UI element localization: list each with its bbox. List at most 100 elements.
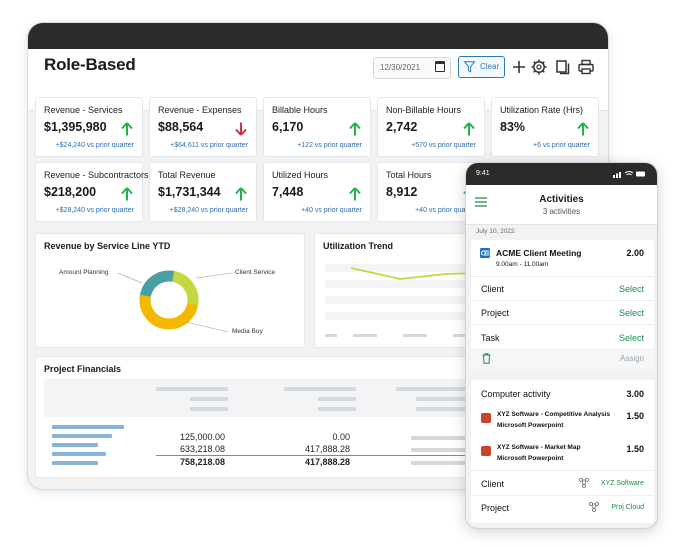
- meeting-title: ACME Client Meeting: [496, 248, 582, 258]
- project-value-link[interactable]: Proj Cloud: [611, 504, 644, 511]
- computer-activity-label: Computer activity: [481, 389, 551, 399]
- task-select-link[interactable]: Select: [618, 333, 644, 343]
- trend-up-arrow-icon: [463, 122, 475, 136]
- signal-battery-icon: [613, 171, 645, 178]
- kpi-label: Utilization Rate (Hrs): [500, 105, 584, 115]
- computer-activity-card[interactable]: Computer activity 3.00 XYZ Software - Co…: [471, 380, 654, 523]
- table-header-band: [44, 379, 479, 417]
- kpi-label: Utilized Hours: [272, 170, 329, 180]
- kpi-delta: +122 vs prior quarter: [297, 142, 362, 149]
- print-icon[interactable]: [577, 58, 595, 76]
- table-cell: 0.00: [332, 432, 350, 442]
- kpi-label: Revenue - Services: [44, 105, 123, 115]
- activities-date: July 10, 2022: [476, 228, 515, 235]
- panel-title: Revenue by Service Line YTD: [44, 241, 171, 251]
- date-input[interactable]: 12/30/2021: [373, 57, 451, 79]
- task-field-label: Task: [481, 333, 500, 343]
- kpi-value: $218,200: [44, 185, 97, 199]
- kpi-delta: +$28,240 vs prior quarter: [55, 207, 134, 214]
- activity-item-app: Microsoft Powerpoint: [497, 422, 564, 429]
- kpi-delta: +$28,240 vs prior quarter: [169, 207, 248, 214]
- kpi-value: 8,912: [386, 185, 418, 199]
- activity-item-hours: 1.50: [626, 411, 644, 421]
- kpi-value: $1,731,344: [158, 185, 221, 199]
- utilization-trend-panel[interactable]: Utilization Trend: [314, 233, 484, 348]
- hamburger-menu-icon[interactable]: [475, 197, 487, 207]
- trend-up-arrow-icon: [349, 122, 361, 136]
- kpi-delta: +$24,240 vs prior quarter: [55, 142, 134, 149]
- meeting-activity-card[interactable]: ACME Client Meeting 9.00am - 11.00am 2.0…: [471, 240, 654, 370]
- kpi-card-revenue-subcontractors[interactable]: Revenue - Subcontractors $218,200 +$28,2…: [35, 162, 149, 222]
- kpi-value: $88,564: [158, 120, 204, 134]
- assign-button[interactable]: Assign: [619, 354, 644, 363]
- kpi-delta: +40 vs prior quarter: [301, 207, 362, 214]
- trash-icon[interactable]: [482, 353, 491, 364]
- activity-item-app: Microsoft Powerpoint: [497, 455, 564, 462]
- kpi-delta: +40 vs prior quarter: [415, 207, 476, 214]
- kpi-card-utilized-hours[interactable]: Utilized Hours 7,448 +40 vs prior quarte…: [263, 162, 371, 222]
- kpi-card-utilization-rate[interactable]: Utilization Rate (Hrs) 83% +6 vs prior q…: [491, 97, 599, 157]
- client-value-link[interactable]: XYZ Software: [600, 480, 644, 487]
- kpi-card-non-billable-hours[interactable]: Non-Billable Hours 2,742 +570 vs prior q…: [377, 97, 485, 157]
- trend-up-arrow-icon: [349, 187, 361, 201]
- donut-label-amount-planning: Amount Planning: [59, 269, 109, 276]
- meeting-hours: 2.00: [626, 248, 644, 258]
- client-link-icon: [579, 478, 589, 488]
- phone-header: Activities 3 activities: [466, 185, 657, 225]
- kpi-value: 7,448: [272, 185, 304, 199]
- activities-title: Activities: [539, 194, 584, 205]
- panel-title: Utilization Trend: [323, 241, 394, 251]
- client-label: Client: [481, 479, 505, 489]
- desktop-window: Role-Based 12/30/2021 Clear Revenue - Se…: [27, 22, 609, 490]
- activity-item-hours: 1.50: [626, 444, 644, 454]
- project-label: Project: [481, 503, 510, 513]
- table-cell: 417,888.28: [304, 444, 350, 454]
- panel-title: Project Financials: [44, 364, 122, 374]
- table-cell-total: 758,218.08: [179, 457, 225, 467]
- trend-down-arrow-icon: [235, 122, 247, 136]
- trend-up-arrow-icon: [121, 122, 133, 136]
- kpi-label: Total Revenue: [158, 170, 216, 180]
- powerpoint-icon: [481, 413, 491, 423]
- plus-icon[interactable]: [510, 58, 528, 76]
- gear-icon[interactable]: [530, 58, 548, 76]
- client-select-link[interactable]: Select: [618, 284, 644, 294]
- kpi-card-revenue-services[interactable]: Revenue - Services $1,395,980 +$24,240 v…: [35, 97, 143, 157]
- kpi-label: Revenue - Expenses: [158, 105, 242, 115]
- table-cell: 633,218.08: [179, 444, 225, 454]
- activity-item-title: XYZ Software - Market Map: [497, 444, 581, 451]
- kpi-value: $1,395,980: [44, 120, 107, 134]
- project-link-icon: [589, 502, 599, 512]
- revenue-service-line-panel[interactable]: Revenue by Service Line YTD Amount Plann…: [35, 233, 305, 348]
- trend-up-arrow-icon: [235, 187, 247, 201]
- kpi-label: Non-Billable Hours: [386, 105, 462, 115]
- kpi-delta: +$64,611 vs prior quarter: [170, 142, 248, 149]
- mobile-device: 9:41 Activities 3 activities July 10, 20…: [465, 162, 658, 529]
- project-financials-panel[interactable]: Project Financials 125,000.00 633,218.08…: [35, 356, 486, 478]
- outlook-icon: [480, 248, 490, 258]
- kpi-value: 2,742: [386, 120, 418, 134]
- copy-icon[interactable]: [554, 58, 572, 76]
- phone-status-bar: 9:41: [466, 163, 657, 185]
- filter-icon: [464, 61, 475, 73]
- kpi-card-total-revenue[interactable]: Total Revenue $1,731,344 +$28,240 vs pri…: [149, 162, 257, 222]
- kpi-value: 6,170: [272, 120, 304, 134]
- table-cell-total: 417,888.28: [304, 457, 350, 467]
- kpi-card-billable-hours[interactable]: Billable Hours 6,170 +122 vs prior quart…: [263, 97, 371, 157]
- donut-label-client-service: Client Service: [235, 269, 276, 276]
- total-divider: [156, 455, 486, 456]
- project-select-link[interactable]: Select: [618, 308, 644, 318]
- table-cell: 125,000.00: [179, 432, 225, 442]
- kpi-label: Total Hours: [386, 170, 432, 180]
- kpi-label: Revenue - Subcontractors: [44, 170, 149, 180]
- page-title: Role-Based: [44, 55, 136, 74]
- calendar-icon[interactable]: [435, 61, 445, 72]
- window-titlebar: [28, 23, 608, 49]
- utilization-line-chart: [325, 264, 481, 337]
- kpi-value: 83%: [500, 120, 526, 134]
- activities-count: 3 activities: [542, 207, 581, 216]
- activity-item-title: XYZ Software - Competitive Analysis: [497, 411, 611, 418]
- trend-up-arrow-icon: [121, 187, 133, 201]
- kpi-card-revenue-expenses[interactable]: Revenue - Expenses $88,564 +$64,611 vs p…: [149, 97, 257, 157]
